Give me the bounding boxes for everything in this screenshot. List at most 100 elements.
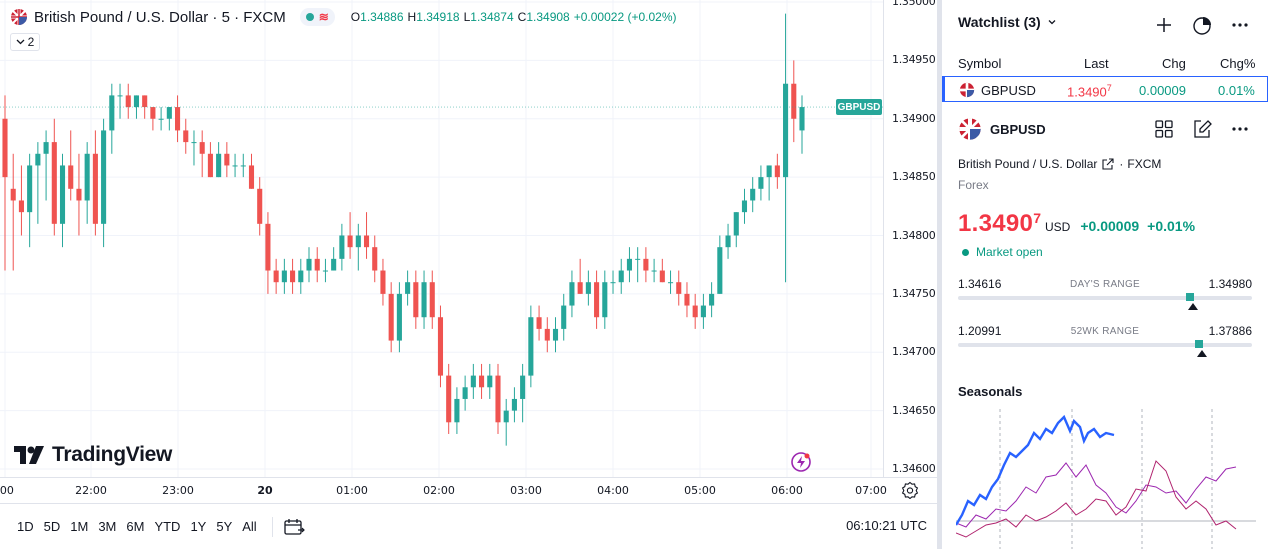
go-to-date-icon[interactable]	[283, 517, 305, 537]
seasonals-title[interactable]: Seasonals	[958, 384, 1023, 399]
candle[interactable]	[528, 305, 534, 388]
candle[interactable]	[725, 223, 731, 259]
candle[interactable]	[758, 165, 764, 201]
candle[interactable]	[643, 247, 649, 283]
candle[interactable]	[27, 153, 33, 248]
range-button-1d[interactable]: 1D	[17, 519, 34, 534]
watchlist-header[interactable]: Watchlist (3)	[958, 14, 1057, 30]
candle[interactable]	[594, 270, 600, 329]
symbol-title[interactable]: British Pound / U.S. Dollar · 5 · FXCM	[34, 8, 286, 26]
price-scale[interactable]: 1.35000 1.34950 1.34900 1.34850 1.34800 1.347…	[883, 0, 937, 477]
market-status-pill[interactable]: ≋	[299, 8, 335, 26]
instrument-name[interactable]: British Pound / U.S. Dollar	[958, 157, 1098, 171]
range-button-3m[interactable]: 3M	[98, 519, 117, 534]
legend-collapse-toggle[interactable]: 2	[10, 33, 40, 51]
range-button-5y[interactable]: 5Y	[216, 519, 233, 534]
candle[interactable]	[372, 235, 378, 283]
candle[interactable]	[18, 165, 24, 236]
candle[interactable]	[265, 212, 271, 294]
candle[interactable]	[610, 270, 616, 294]
candle[interactable]	[667, 270, 674, 294]
seasonals-chart[interactable]	[956, 405, 1256, 549]
advanced-view-pie-icon[interactable]	[1191, 14, 1213, 36]
candle[interactable]	[306, 247, 312, 283]
candle[interactable]	[240, 153, 246, 178]
candle[interactable]	[487, 363, 493, 399]
candle[interactable]	[791, 60, 797, 143]
candle[interactable]	[158, 107, 164, 131]
candle[interactable]	[109, 83, 115, 154]
grid-layout-icon[interactable]	[1153, 118, 1175, 140]
candle[interactable]	[569, 270, 575, 318]
candle[interactable]	[750, 177, 756, 213]
candle[interactable]	[322, 258, 328, 283]
candle[interactable]	[216, 142, 222, 178]
candle[interactable]	[59, 153, 66, 248]
candle[interactable]	[183, 118, 189, 154]
candle[interactable]	[10, 153, 16, 271]
lightning-alert-icon[interactable]	[790, 451, 812, 473]
range-button-ytd[interactable]: YTD	[154, 519, 181, 534]
candle[interactable]	[454, 387, 460, 434]
candle[interactable]	[43, 130, 49, 201]
exchange-name[interactable]: FXCM	[1127, 157, 1162, 171]
candle[interactable]	[700, 293, 706, 329]
watchlist-row[interactable]: GBPUSD 1.34907 0.00009 0.01%	[942, 76, 1268, 102]
candle[interactable]	[470, 363, 476, 399]
edit-note-icon[interactable]	[1191, 118, 1213, 140]
tradingview-logo[interactable]: TradingView	[14, 443, 172, 467]
candle[interactable]	[76, 153, 82, 236]
candlestick-chart[interactable]	[0, 0, 883, 477]
candle[interactable]	[552, 317, 559, 353]
candle[interactable]	[133, 95, 140, 119]
candle[interactable]	[396, 282, 402, 353]
candle[interactable]	[766, 165, 772, 201]
candle[interactable]	[429, 270, 435, 329]
range-button-5d[interactable]: 5D	[43, 519, 61, 534]
candle[interactable]	[684, 282, 690, 318]
candle[interactable]	[626, 247, 633, 283]
candle[interactable]	[92, 130, 98, 236]
range-button-1m[interactable]: 1M	[70, 519, 89, 534]
range-button-1y[interactable]: 1Y	[190, 519, 207, 534]
candle[interactable]	[166, 107, 172, 131]
range-button-6m[interactable]: 6M	[126, 519, 145, 534]
candle[interactable]	[520, 363, 526, 423]
candle[interactable]	[347, 212, 353, 259]
pane-splitter[interactable]	[937, 0, 942, 549]
more-options-icon[interactable]	[1229, 118, 1251, 140]
candle[interactable]	[331, 247, 337, 271]
candle[interactable]	[35, 142, 41, 224]
watchlist-title[interactable]: Watchlist (3)	[958, 14, 1041, 30]
candle[interactable]	[290, 258, 296, 294]
candle[interactable]	[405, 270, 411, 306]
candle[interactable]	[511, 387, 517, 423]
candle[interactable]	[84, 142, 90, 224]
candle[interactable]	[257, 177, 263, 236]
candle[interactable]	[273, 258, 279, 294]
candle[interactable]	[281, 258, 287, 294]
candle[interactable]	[232, 153, 238, 178]
candle[interactable]	[437, 305, 444, 388]
candle[interactable]	[741, 188, 748, 224]
candle[interactable]	[676, 270, 682, 306]
candle[interactable]	[503, 398, 509, 446]
candle[interactable]	[659, 258, 665, 283]
candle[interactable]	[651, 258, 657, 283]
candle[interactable]	[101, 118, 107, 248]
candle[interactable]	[174, 95, 181, 143]
candle[interactable]	[479, 363, 485, 399]
candle[interactable]	[191, 130, 197, 166]
candle[interactable]	[248, 153, 255, 189]
range-button-all[interactable]: All	[242, 519, 257, 534]
candle[interactable]	[602, 270, 608, 329]
candle[interactable]	[577, 258, 583, 294]
candle[interactable]	[355, 223, 361, 271]
candle[interactable]	[224, 142, 230, 178]
candle[interactable]	[783, 13, 789, 283]
more-options-icon[interactable]	[1229, 14, 1251, 36]
chart-settings-gear-icon[interactable]	[901, 481, 919, 499]
candle[interactable]	[692, 293, 698, 329]
utc-clock[interactable]: 06:10:21 UTC	[846, 518, 927, 533]
candle[interactable]	[298, 258, 304, 294]
